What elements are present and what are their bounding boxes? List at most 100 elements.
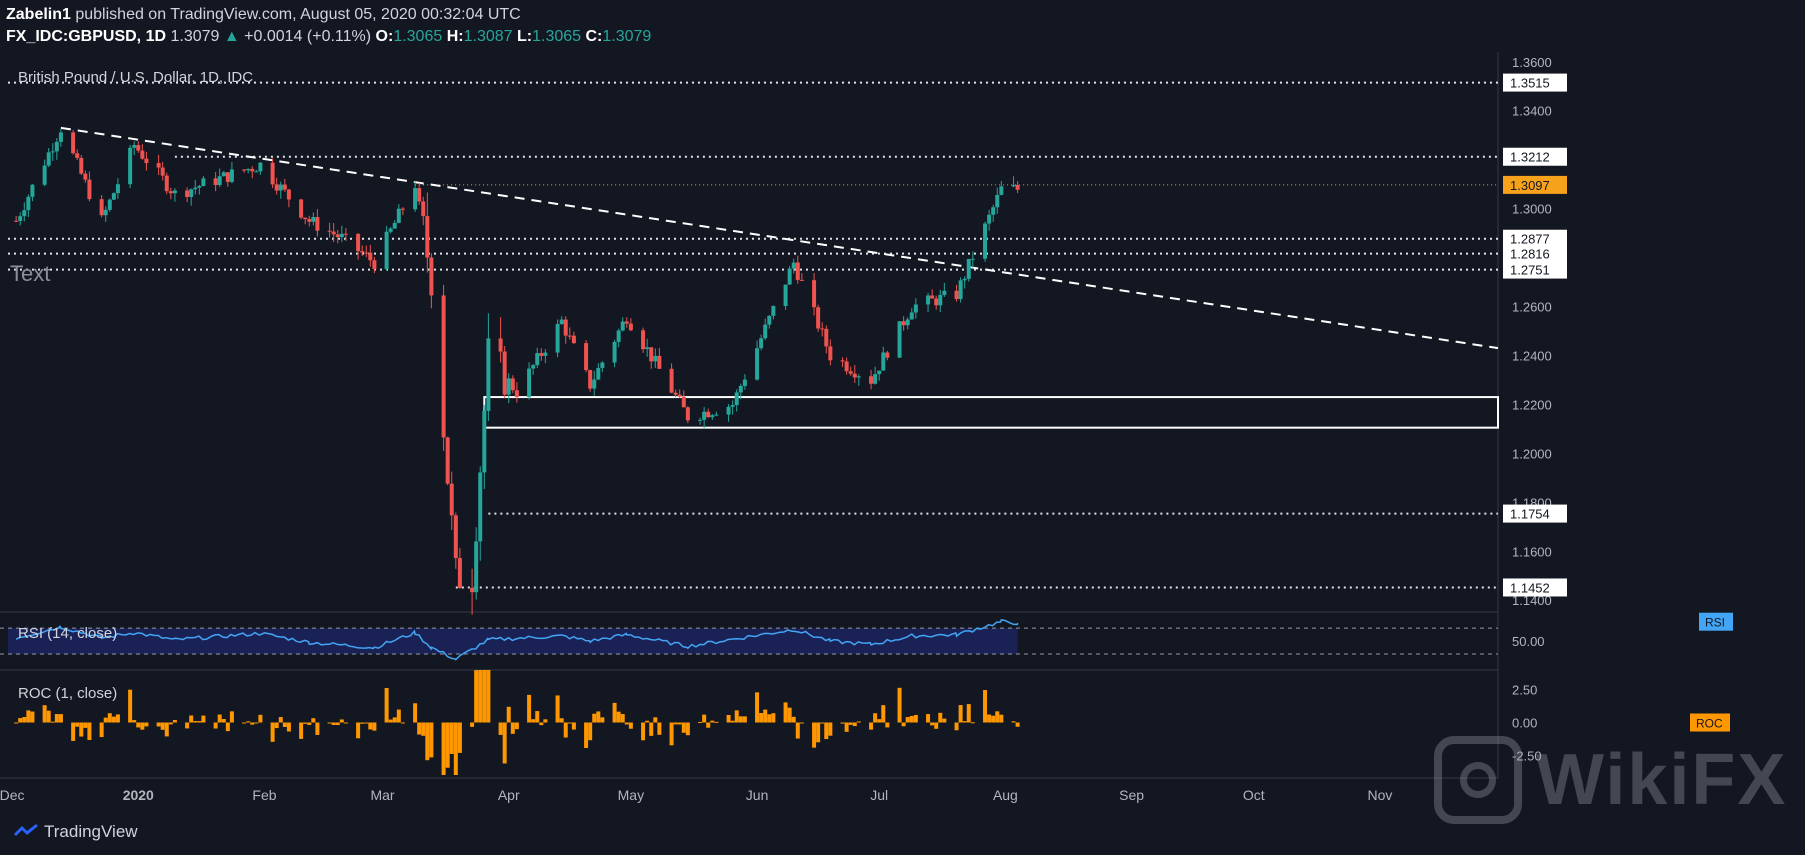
time-tick-label: Sep [1119, 787, 1144, 803]
price-tag-label: 1.3515 [1510, 76, 1550, 91]
price-tag-box [1503, 244, 1567, 263]
candle-body [128, 147, 133, 185]
time-tick-label: Jun [746, 787, 769, 803]
time-axis[interactable]: Dec 2020 Feb Mar Apr May Jun Jul Aug Sep Oct Nov [0, 787, 1392, 803]
roc-bar [543, 719, 548, 723]
roc-bar [738, 716, 743, 723]
candle-body [734, 392, 739, 406]
candle-body [926, 295, 931, 305]
candle-body [478, 472, 483, 542]
roc-bar [624, 722, 629, 725]
candle-body [193, 187, 198, 190]
candle-body [54, 141, 59, 152]
candle-body [221, 172, 226, 177]
roc-bar [958, 705, 963, 723]
roc-bar [128, 689, 133, 723]
candle-body [18, 216, 23, 222]
candle-body [649, 347, 654, 362]
roc-bar [221, 718, 226, 723]
candle-body [966, 258, 971, 279]
price-levels [8, 81, 1498, 589]
symbol-name[interactable]: FX_IDC:GBPUSD, 1D [6, 28, 167, 45]
roc-bar [596, 711, 601, 723]
roc-bar [795, 722, 800, 739]
candle-body [46, 152, 51, 166]
roc-bar [360, 722, 365, 724]
roc-bar [600, 717, 605, 723]
candle-body [246, 168, 251, 171]
candle-body [620, 321, 625, 331]
roc-bar [926, 714, 931, 723]
roc-bar [58, 714, 63, 723]
candle-body [258, 162, 263, 172]
candle-body [824, 328, 829, 347]
candle-body [869, 376, 874, 384]
trendline [60, 126, 1499, 350]
roc-bar [628, 722, 633, 729]
rsi-band-fill [8, 628, 1018, 655]
roc-bar [87, 722, 92, 741]
roc-bar [685, 722, 690, 736]
candles [14, 128, 1020, 615]
price-tick-label: 1.3000 [1512, 202, 1552, 217]
price-axis[interactable]: 1.3600 1.3400 1.3000 1.2600 1.2400 1.2200 1.20… [1512, 55, 1552, 764]
candle-body [962, 278, 967, 281]
roc-bar [278, 717, 283, 723]
candle-body [429, 257, 434, 296]
candle-body [486, 338, 491, 411]
roc-bar [995, 711, 1000, 723]
candle-body [197, 186, 202, 188]
roc-bar [197, 721, 202, 723]
candle-body [331, 231, 336, 235]
roc-bar [140, 722, 145, 730]
candle-body [653, 355, 658, 362]
candle-body [482, 410, 487, 473]
author-name[interactable]: Zabelin1 [6, 6, 71, 23]
candle-body [388, 228, 393, 232]
price-tag-label: 1.2816 [1510, 247, 1550, 262]
candle-body [498, 338, 503, 352]
high-value: 1.3087 [463, 28, 513, 45]
candle-body [584, 343, 589, 371]
roc-bar [384, 688, 389, 723]
time-tick-label: Oct [1243, 787, 1265, 803]
roc-bar [99, 722, 104, 738]
roc-bar [885, 722, 890, 728]
candle-body [852, 373, 857, 378]
roc-bar [449, 722, 454, 754]
roc-bar [702, 714, 707, 723]
candle-body [417, 188, 422, 202]
candle-body [706, 411, 711, 418]
candle-body [669, 368, 674, 393]
text-annotation[interactable]: Text [10, 261, 50, 286]
roc-bar [966, 704, 971, 723]
roc-tick-label: 0.00 [1512, 716, 1537, 731]
roc-bar [425, 722, 430, 761]
candle-body [995, 194, 1000, 208]
candle-body [506, 378, 511, 395]
candle-body [453, 515, 458, 559]
roc-bar [730, 720, 735, 723]
roc-bar [669, 722, 674, 746]
up-triangle-icon: ▲ [223, 28, 240, 45]
roc-bar [75, 722, 80, 727]
candle-body [441, 295, 446, 438]
tradingview-footer[interactable]: TradingView [14, 822, 138, 842]
symbol-legend: FX_IDC:GBPUSD, 1D 1.3079 ▲ +0.0014 (+0.1… [6, 28, 651, 46]
candle-body [991, 207, 996, 215]
candle-body [87, 179, 92, 200]
roc-bar [909, 715, 914, 723]
candle-body [702, 411, 707, 420]
candle-body [327, 230, 332, 232]
candle-body [987, 214, 992, 224]
roc-bar [616, 711, 621, 723]
roc-bar [429, 722, 434, 758]
roc-bar [445, 722, 450, 768]
candle-body [470, 587, 475, 593]
candle-body [115, 184, 120, 194]
candle-body [514, 390, 519, 398]
roc-bar [132, 720, 137, 723]
candle-body [681, 396, 686, 408]
roc-bar [759, 713, 764, 723]
